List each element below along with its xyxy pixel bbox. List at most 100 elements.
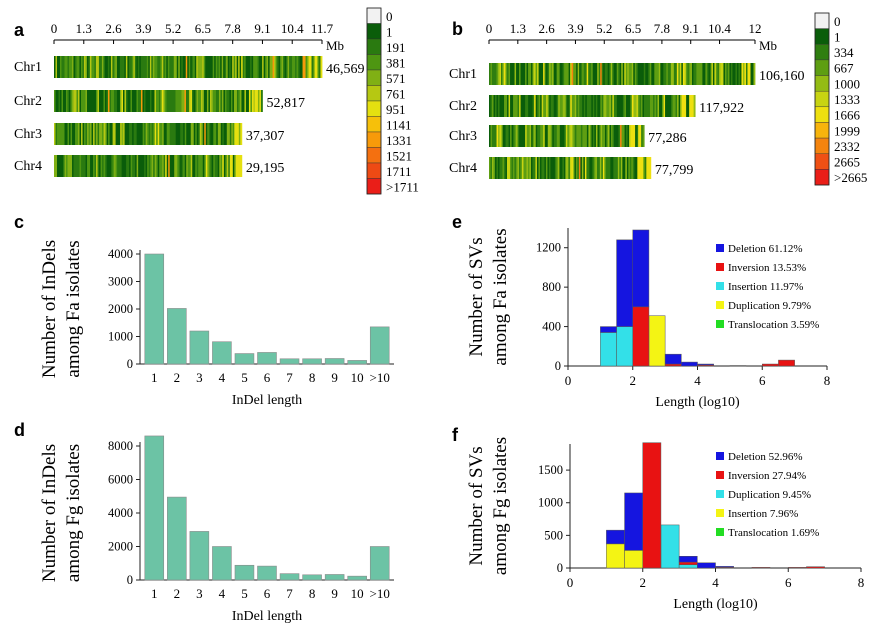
density-cell: [96, 155, 98, 177]
density-cell: [517, 95, 520, 117]
density-cell: [555, 125, 558, 147]
y-tick-label: 1000: [108, 330, 133, 344]
density-cell: [229, 90, 232, 112]
density-cell: [133, 56, 136, 78]
density-cell: [543, 125, 546, 147]
density-cell: [205, 123, 208, 145]
density-cell: [720, 63, 723, 85]
density-cell: [112, 90, 115, 112]
density-cell: [621, 63, 624, 85]
density-cell: [235, 90, 238, 112]
density-cell: [248, 90, 251, 112]
density-cell: [536, 157, 539, 179]
density-cell: [184, 155, 187, 177]
density-cell: [55, 155, 58, 177]
density-cell: [565, 63, 568, 85]
density-cell: [68, 90, 71, 112]
sv-bar: [632, 306, 650, 367]
density-cell: [253, 90, 256, 112]
density-cell: [118, 90, 121, 112]
y-tick-label: 0: [127, 357, 133, 371]
density-cell: [166, 155, 169, 177]
density-cell: [516, 95, 518, 117]
density-cell: [130, 90, 133, 112]
density-cell: [550, 125, 553, 147]
density-cell: [721, 63, 724, 85]
density-cell: [732, 63, 735, 85]
density-cell: [489, 125, 491, 147]
density-cell: [63, 155, 65, 177]
density-cell: [601, 125, 604, 147]
density-cell: [603, 95, 606, 117]
density-cell: [115, 123, 118, 145]
density-cell: [175, 123, 178, 145]
density-cell: [624, 125, 627, 147]
density-cell: [193, 56, 196, 78]
density-cell: [605, 157, 608, 179]
density-cell: [505, 95, 508, 117]
density-cell: [570, 95, 573, 117]
density-cell: [495, 95, 497, 117]
density-cell: [508, 157, 511, 179]
density-cell: [571, 63, 574, 85]
density-cell: [286, 56, 288, 78]
density-cell: [73, 155, 76, 177]
density-cell: [227, 56, 230, 78]
density-cell: [188, 90, 191, 112]
density-cell: [228, 123, 231, 145]
density-cell: [643, 157, 646, 179]
density-cell: [232, 56, 235, 78]
legend-swatch: [716, 282, 724, 290]
density-cell: [592, 157, 595, 179]
legend-label: 191: [386, 40, 406, 55]
density-cell: [64, 56, 67, 78]
density-cell: [637, 63, 640, 85]
density-cell: [640, 63, 643, 85]
bar: [279, 573, 300, 581]
legend-label: 1521: [386, 148, 412, 163]
density-cell: [549, 95, 552, 117]
density-cell: [134, 90, 137, 112]
density-cell: [229, 56, 232, 78]
density-cell: [149, 90, 152, 112]
density-cell: [606, 63, 609, 85]
density-cell: [600, 125, 603, 147]
sv-bar: [778, 359, 795, 367]
density-cell: [639, 125, 642, 147]
density-cell: [508, 63, 511, 85]
density-cell: [669, 63, 672, 85]
density-cell: [232, 123, 235, 145]
density-cell: [751, 63, 754, 85]
density-cell: [625, 95, 628, 117]
density-cell: [651, 95, 654, 117]
legend-swatch: [366, 23, 382, 40]
heatmap-panel-a: 0 1.3 2.6 3.9 5.2 6.5 7.8 9.1 10.4 11.7 Mb Chr1 46,5…: [14, 21, 365, 177]
x-tick-label: 3: [196, 586, 203, 601]
density-cell: [648, 95, 651, 117]
density-cell: [69, 123, 71, 145]
density-cell: [198, 155, 201, 177]
density-cell: [666, 95, 669, 117]
sv-bar: [632, 229, 650, 308]
legend-label: 2665: [834, 155, 860, 170]
x-tick-label: 0: [565, 373, 572, 388]
density-cell: [64, 90, 67, 112]
density-cell: [576, 95, 579, 117]
density-cell: [502, 125, 505, 147]
panel-letter: f: [452, 425, 459, 445]
density-cell: [599, 157, 602, 179]
density-cell: [675, 95, 678, 117]
density-cell: [556, 125, 559, 147]
x-tick-label: 8: [309, 586, 316, 601]
density-cell: [228, 155, 231, 177]
density-cell: [595, 125, 598, 147]
legend-label: 2332: [834, 139, 860, 154]
tick-label: 7.8: [654, 21, 670, 36]
density-cell: [705, 63, 708, 85]
legend-label: 0: [386, 9, 393, 24]
density-cell: [677, 95, 679, 117]
y-tick-label: 400: [542, 320, 561, 334]
density-cell: [150, 123, 153, 145]
density-cell: [201, 155, 204, 177]
density-cell: [175, 155, 178, 177]
